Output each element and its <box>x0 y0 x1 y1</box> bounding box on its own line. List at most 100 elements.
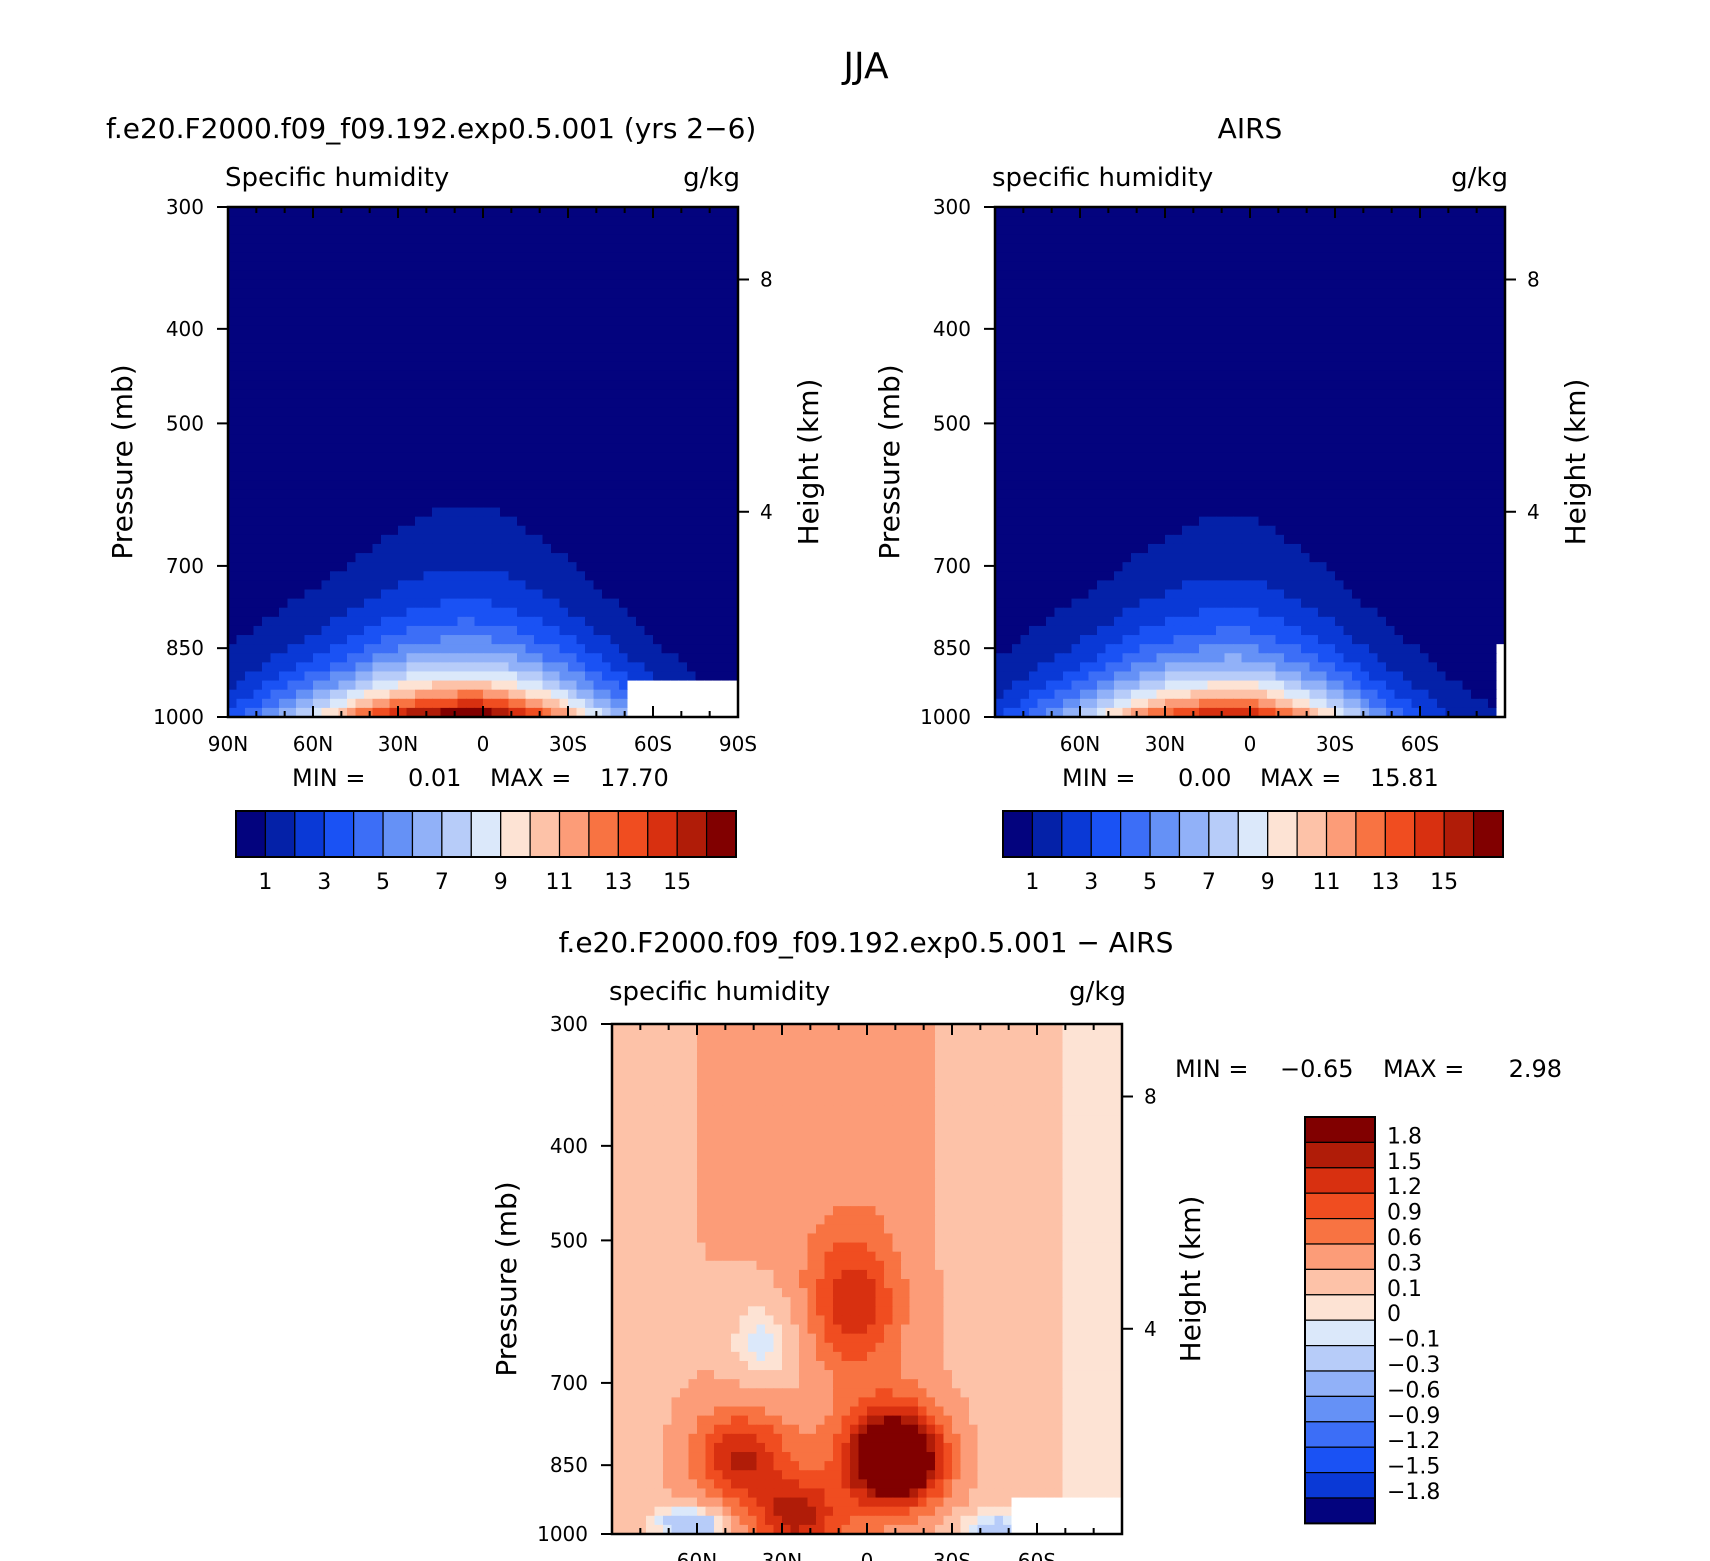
contour-cell <box>457 225 467 235</box>
contour-cell <box>1233 407 1243 418</box>
contour-cell <box>466 598 476 609</box>
contour-cell <box>1224 361 1234 372</box>
contour-cell <box>721 298 731 308</box>
contour-cell <box>1292 243 1302 254</box>
contour-cell <box>1479 325 1489 336</box>
contour-cell <box>678 425 688 436</box>
contour-cell <box>1080 425 1090 436</box>
contour-cell <box>585 525 595 536</box>
contour-cell <box>712 625 722 636</box>
contour-cell <box>593 307 603 317</box>
contour-cell <box>270 553 280 563</box>
contour-cell <box>1182 343 1192 354</box>
contour-cell <box>330 234 340 245</box>
contour-cell <box>1267 416 1277 427</box>
contour-cell <box>474 489 484 500</box>
contour-cell <box>457 525 467 536</box>
contour-cell <box>1190 425 1200 436</box>
contour-cell <box>457 261 467 272</box>
contour-cell <box>313 270 323 281</box>
contour-cell <box>576 370 586 381</box>
contour-cell <box>1394 243 1404 254</box>
contour-cell <box>568 279 578 290</box>
contour-cell <box>296 653 306 663</box>
contour-cell <box>1343 307 1353 317</box>
contour-cell <box>1182 316 1192 326</box>
contour-cell <box>1488 216 1498 226</box>
contour-cell <box>364 680 374 691</box>
contour-cell <box>423 525 433 536</box>
contour-cell <box>500 298 510 308</box>
contour-cell <box>304 653 314 663</box>
contour-cell <box>995 316 1005 326</box>
contour-cell <box>653 443 663 454</box>
contour-cell <box>304 580 314 591</box>
contour-cell <box>262 698 272 709</box>
contour-cell <box>1267 407 1277 418</box>
contour-cell <box>449 543 459 554</box>
contour-cell <box>602 452 612 463</box>
contour-cell <box>1114 352 1124 363</box>
contour-cell <box>721 279 731 290</box>
contour-cell <box>287 225 297 235</box>
contour-cell <box>508 334 518 345</box>
contour-cell <box>330 252 340 263</box>
contour-cell <box>534 252 544 263</box>
contour-cell <box>440 252 450 263</box>
contour-cell <box>712 416 722 427</box>
contour-cell <box>338 234 348 245</box>
contour-cell <box>721 243 731 254</box>
contour-cell <box>661 380 671 390</box>
contour-cell <box>364 207 374 217</box>
contour-cell <box>542 298 552 308</box>
contour-cell <box>398 334 408 345</box>
contour-cell <box>729 498 739 509</box>
contour-cell <box>1156 316 1166 326</box>
contour-cell <box>525 225 535 235</box>
contour-cell <box>1284 216 1294 226</box>
contour-cell <box>661 525 671 536</box>
contour-cell <box>678 452 688 463</box>
contour-cell <box>491 416 501 427</box>
contour-cell <box>1437 207 1447 217</box>
contour-cell <box>364 452 374 463</box>
contour-cell <box>1046 398 1056 408</box>
contour-cell <box>517 625 527 636</box>
contour-cell <box>296 662 306 673</box>
contour-cell <box>1088 261 1098 272</box>
contour-cell <box>602 207 612 217</box>
contour-cell <box>661 580 671 591</box>
contour-cell <box>653 298 663 308</box>
contour-cell <box>1369 416 1379 427</box>
contour-cell <box>483 343 493 354</box>
contour-cell <box>636 534 646 545</box>
contour-cell <box>1207 416 1217 427</box>
contour-cell <box>1216 334 1226 345</box>
contour-cell <box>1420 361 1430 372</box>
contour-cell <box>508 498 518 509</box>
contour-cell <box>415 689 425 700</box>
contour-cell <box>466 380 476 390</box>
contour-cell <box>644 416 654 427</box>
contour-cell <box>1173 270 1183 281</box>
contour-cell <box>1190 243 1200 254</box>
contour-cell <box>355 498 365 509</box>
contour-cell <box>1224 389 1234 399</box>
contour-cell <box>500 680 510 691</box>
contour-cell <box>338 307 348 317</box>
contour-cell <box>1292 307 1302 317</box>
contour-cell <box>389 207 399 217</box>
contour-cell <box>687 380 697 390</box>
contour-cell <box>1284 243 1294 254</box>
contour-cell <box>245 370 255 381</box>
contour-cell <box>1046 243 1056 254</box>
contour-cell <box>1267 298 1277 308</box>
contour-cell <box>1105 380 1115 390</box>
contour-cell <box>1471 307 1481 317</box>
contour-cell <box>508 298 518 308</box>
contour-cell <box>372 534 382 545</box>
contour-cell <box>585 625 595 636</box>
contour-cell <box>551 598 561 609</box>
contour-cell <box>1496 407 1506 418</box>
contour-cell <box>636 616 646 627</box>
